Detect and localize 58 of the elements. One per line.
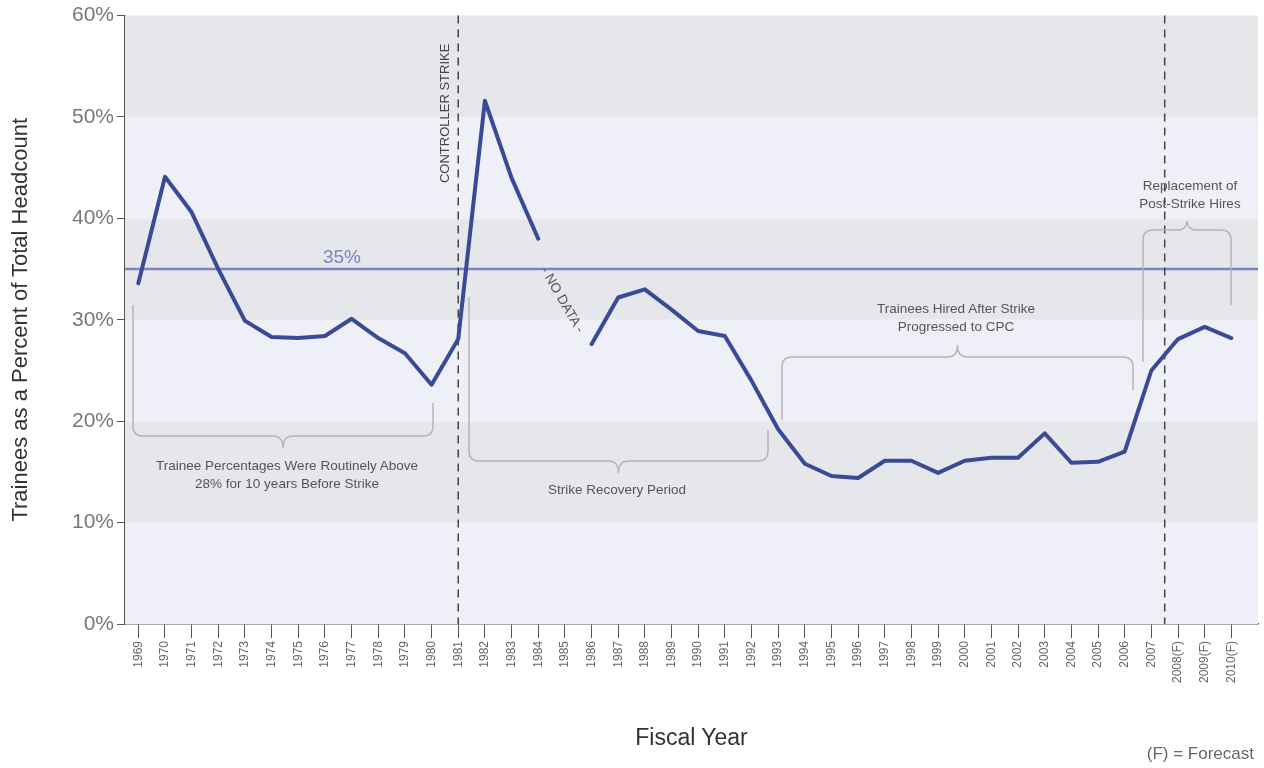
x-tick-label: 1989 [663,640,678,668]
x-tick-label: 2003 [1037,640,1052,668]
x-tick-label: 2007 [1143,640,1158,668]
x-tick-label: 2000 [957,640,972,668]
x-tick-label: 2009(F) [1196,641,1211,684]
x-tick-label: 1992 [743,640,758,668]
x-tick-label: 1975 [290,640,305,668]
x-tick-label: 1991 [717,640,732,668]
y-tick-label: 60% [71,2,114,26]
annotation: Trainee Percentages Were Routinely Above 28% for 10 years Before Strike [156,457,418,491]
y-tick-label: 0% [83,610,114,634]
x-tick-label: 1970 [157,640,172,668]
y-axis-title: Trainees as a Percent of Total Headcount [7,118,33,522]
y-tick-label: 20% [71,408,114,431]
y-tick-label: 40% [71,205,114,229]
x-tick-label: 1981 [450,640,465,668]
x-axis-title: Fiscal Year [635,723,749,750]
x-tick-label: 2006 [1117,640,1132,668]
x-tick-label: 1995 [823,640,838,668]
x-tick-label: 1969 [130,640,145,668]
x-tick-label: 1972 [210,640,225,668]
x-tick-label: 1996 [850,640,865,668]
y-tick-label: 50% [71,103,114,127]
x-tick-label: 1987 [610,640,625,668]
x-tick-label: 1977 [343,640,358,668]
x-tick-label: 1994 [797,640,812,668]
x-tick-label: 1999 [930,640,945,668]
x-tick-label: 1971 [183,640,198,668]
x-tick-label: 1986 [583,640,598,668]
y-tick-label: 30% [71,306,114,330]
x-tick-label: 1976 [317,640,332,668]
x-tick-label: 1982 [477,640,492,668]
x-tick-label: 2002 [1010,640,1025,668]
x-tick-label: 1988 [637,640,652,668]
x-tick-label: 2001 [983,640,998,668]
x-tick-label: 1974 [263,640,278,668]
x-tick-label: 2005 [1090,640,1105,668]
x-tick-label: 1990 [690,640,705,668]
x-tick-label: 1984 [530,640,545,668]
annotation: Strike Recovery Period [547,481,687,497]
x-tick-label: 1985 [557,640,572,668]
text: (F) = Forecast [1146,743,1255,763]
y-tick-label: 10% [71,509,114,533]
x-tick-label: 1993 [770,640,785,668]
x-tick-label: 1980 [423,640,438,668]
x-tick-label: 1978 [370,640,385,668]
ref-line-label: CONTROLLER STRIKE [437,43,453,184]
x-tick-label: 2010(F) [1223,641,1238,684]
x-tick-label: 2008(F) [1170,641,1185,684]
x-tick-label: 1979 [397,640,412,668]
annotation: Trainees Hired After Strike Progressed to CPC [877,300,1035,334]
x-tick-label: 1973 [237,640,252,668]
x-tick-label: 1998 [903,640,918,668]
x-tick-label: 1997 [877,640,892,668]
x-tick-label: 2004 [1063,640,1078,668]
x-tick-label: 1983 [503,640,518,668]
annotation: Replacement of Post-Strike Hires [1139,177,1241,211]
ref-line-label: 35% [322,245,362,267]
